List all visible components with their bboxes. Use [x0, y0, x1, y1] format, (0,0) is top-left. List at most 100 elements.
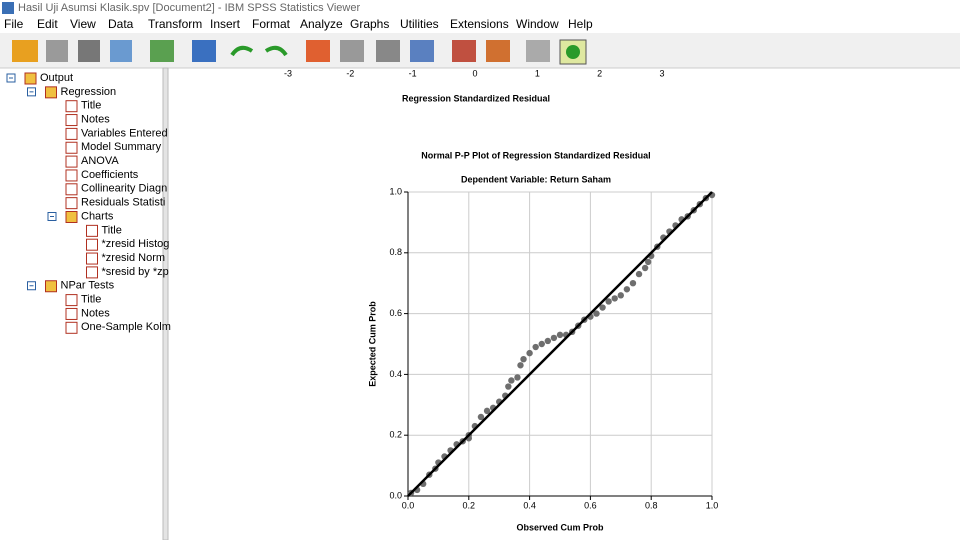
- x-tick-label: 0.0: [402, 500, 415, 510]
- page-icon: [86, 266, 98, 279]
- menu-item[interactable]: Help: [568, 17, 593, 31]
- print-icon[interactable]: [78, 40, 100, 62]
- page-icon: [86, 238, 98, 251]
- preview-icon[interactable]: [110, 40, 132, 62]
- point: [593, 310, 600, 317]
- tree-label[interactable]: NPar Tests: [61, 280, 115, 292]
- menu-item[interactable]: Edit: [37, 17, 58, 31]
- menu-item[interactable]: File: [4, 17, 24, 31]
- save-icon[interactable]: [46, 40, 68, 62]
- goto-case-icon[interactable]: [340, 40, 364, 62]
- goto-data-icon[interactable]: [306, 40, 330, 62]
- goto-var-icon[interactable]: [376, 40, 400, 62]
- tree-label[interactable]: ANOVA: [81, 155, 119, 167]
- page-icon: [65, 321, 78, 334]
- point: [517, 362, 524, 369]
- tree-label[interactable]: Residuals Statisti: [81, 197, 165, 209]
- y-tick-label: 1.0: [389, 186, 402, 196]
- tree-label[interactable]: Output: [40, 72, 73, 84]
- tree-label[interactable]: Model Summary: [81, 141, 162, 153]
- insert-plus: [566, 45, 580, 59]
- tree-label[interactable]: Title: [81, 294, 101, 306]
- menu-item[interactable]: Analyze: [300, 17, 343, 31]
- point: [599, 304, 606, 311]
- prev-x-tick-label: -3: [284, 68, 292, 78]
- tree-label[interactable]: Regression: [61, 86, 117, 98]
- y-tick-label: 0.0: [389, 490, 402, 500]
- page-icon: [65, 155, 78, 168]
- prev-x-axis-label: Regression Standardized Residual: [402, 93, 550, 103]
- point: [526, 349, 533, 357]
- undo-icon[interactable]: [230, 45, 254, 57]
- menu-item[interactable]: Insert: [210, 17, 241, 31]
- chart-title: Normal P-P Plot of Regression Standardiz…: [421, 150, 650, 160]
- output-icon[interactable]: [452, 40, 476, 62]
- tree-label[interactable]: *zresid Norm: [102, 252, 166, 264]
- point: [508, 377, 515, 384]
- tree-label[interactable]: Collinearity Diagn: [81, 183, 167, 195]
- point: [538, 340, 545, 348]
- tree-label[interactable]: Coefficients: [81, 169, 139, 181]
- prev-x-tick-label: -2: [346, 68, 354, 78]
- point: [556, 331, 564, 339]
- menu: File Edit View Data Transform Insert Format Ana…: [4, 17, 593, 31]
- tree-label[interactable]: Title: [81, 100, 101, 112]
- menu-bar: [0, 16, 960, 33]
- x-tick-label: 0.4: [523, 500, 536, 510]
- point: [623, 286, 631, 293]
- y-axis-label: Expected Cum Prob: [367, 301, 377, 387]
- title-bar: [0, 0, 960, 16]
- x-tick-label: 0.2: [463, 500, 476, 510]
- prev-x-tick-label: 2: [597, 68, 602, 78]
- menu-item[interactable]: Format: [252, 17, 291, 31]
- tree-label[interactable]: One-Sample Kolm: [81, 321, 171, 333]
- book-icon: [45, 280, 57, 293]
- point: [544, 337, 552, 345]
- point: [532, 343, 539, 351]
- point: [505, 383, 512, 390]
- menu-item[interactable]: Data: [108, 17, 134, 31]
- menu-item[interactable]: Window: [516, 17, 559, 31]
- menu-item[interactable]: Utilities: [400, 17, 439, 31]
- menu-item[interactable]: Graphs: [350, 17, 389, 31]
- recall-icon[interactable]: [192, 40, 216, 62]
- page-icon: [65, 294, 78, 307]
- hide-icon[interactable]: [526, 40, 550, 62]
- prev-x-tick-label: 0: [472, 68, 477, 78]
- point: [477, 413, 485, 421]
- export-icon[interactable]: [150, 40, 174, 62]
- tree-label[interactable]: *zresid Histog: [102, 238, 170, 250]
- point: [483, 407, 491, 415]
- open-icon[interactable]: [12, 40, 38, 62]
- script-icon[interactable]: [486, 40, 510, 62]
- y-tick-label: 0.4: [389, 369, 402, 379]
- page-icon: [65, 127, 78, 140]
- point: [605, 298, 612, 305]
- tree-label[interactable]: Notes: [81, 113, 110, 125]
- tree-label[interactable]: *sresid by *zp: [102, 266, 169, 278]
- variables-icon[interactable]: [410, 40, 434, 62]
- tree-label[interactable]: Charts: [81, 210, 114, 222]
- tree-label[interactable]: Variables Entered: [81, 127, 168, 139]
- output-pane: -3 -2 -1 0 1 2 3 Regression Standardized Residu…: [284, 68, 718, 532]
- page-icon: [65, 183, 78, 196]
- tree-label[interactable]: Notes: [81, 307, 110, 319]
- reference-line: [407, 191, 713, 497]
- x-tick-label: 0.6: [584, 500, 597, 510]
- window-title: Hasil Uji Asumsi Klasik.spv [Document2] …: [18, 2, 360, 14]
- app-icon: [2, 2, 14, 14]
- point: [641, 264, 649, 272]
- point: [611, 295, 618, 302]
- point: [617, 292, 624, 299]
- tree-label[interactable]: Title: [102, 224, 122, 236]
- redo-icon[interactable]: [264, 45, 288, 57]
- x-tick-label: 1.0: [706, 500, 719, 510]
- menu-item[interactable]: View: [70, 17, 96, 31]
- menu-item[interactable]: Extensions: [450, 17, 509, 31]
- point: [644, 258, 652, 266]
- page-icon: [86, 252, 98, 265]
- point: [520, 356, 527, 363]
- menu-item[interactable]: Transform: [148, 17, 202, 31]
